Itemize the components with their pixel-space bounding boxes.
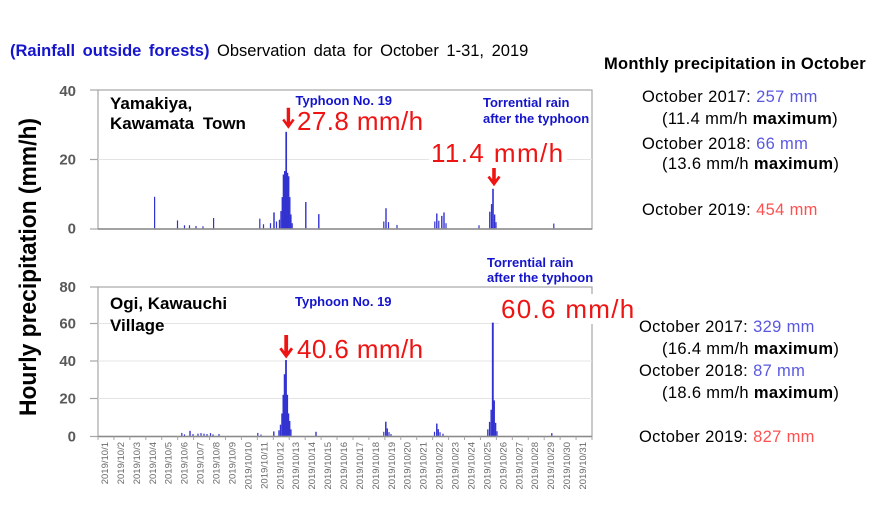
svg-text:2019/10/22: 2019/10/22 bbox=[435, 442, 446, 490]
svg-text:2019/10/12: 2019/10/12 bbox=[275, 442, 286, 490]
svg-text:2019/10/11: 2019/10/11 bbox=[259, 442, 270, 489]
svg-text:2019/10/9: 2019/10/9 bbox=[227, 442, 238, 484]
svg-text:2019/10/16: 2019/10/16 bbox=[339, 442, 350, 490]
svg-text:2019/10/1: 2019/10/1 bbox=[100, 442, 111, 484]
svg-text:2019/10/15: 2019/10/15 bbox=[323, 442, 334, 490]
svg-text:0: 0 bbox=[68, 429, 76, 446]
svg-text:2019/10/28: 2019/10/28 bbox=[530, 442, 541, 490]
svg-text:40: 40 bbox=[59, 83, 76, 100]
svg-text:2019/10/14: 2019/10/14 bbox=[307, 442, 318, 490]
svg-text:2019/10/5: 2019/10/5 bbox=[164, 442, 175, 484]
svg-text:40: 40 bbox=[59, 353, 76, 370]
svg-text:2019/10/4: 2019/10/4 bbox=[148, 442, 159, 484]
svg-text:2019/10/24: 2019/10/24 bbox=[466, 442, 477, 490]
svg-text:2019/10/17: 2019/10/17 bbox=[355, 442, 366, 490]
svg-text:2019/10/6: 2019/10/6 bbox=[180, 442, 191, 484]
svg-text:2019/10/21: 2019/10/21 bbox=[419, 442, 430, 490]
svg-text:2019/10/19: 2019/10/19 bbox=[387, 442, 398, 490]
svg-text:2019/10/2: 2019/10/2 bbox=[116, 442, 127, 484]
svg-text:2019/10/13: 2019/10/13 bbox=[291, 442, 302, 490]
svg-text:2019/10/18: 2019/10/18 bbox=[371, 442, 382, 490]
svg-text:2019/10/23: 2019/10/23 bbox=[451, 442, 462, 490]
svg-text:80: 80 bbox=[59, 279, 76, 296]
svg-text:2019/10/8: 2019/10/8 bbox=[212, 442, 223, 484]
svg-text:0: 0 bbox=[68, 221, 76, 238]
svg-text:2019/10/26: 2019/10/26 bbox=[498, 442, 509, 490]
svg-text:60: 60 bbox=[59, 316, 76, 333]
svg-text:2019/10/10: 2019/10/10 bbox=[243, 442, 254, 490]
svg-text:2019/10/27: 2019/10/27 bbox=[514, 442, 525, 490]
svg-text:2019/10/31: 2019/10/31 bbox=[578, 442, 589, 490]
svg-text:2019/10/3: 2019/10/3 bbox=[132, 442, 143, 484]
svg-text:2019/10/20: 2019/10/20 bbox=[403, 442, 414, 490]
svg-text:20: 20 bbox=[59, 152, 76, 169]
svg-text:20: 20 bbox=[59, 391, 76, 408]
svg-text:2019/10/7: 2019/10/7 bbox=[196, 442, 207, 484]
svg-text:2019/10/30: 2019/10/30 bbox=[562, 442, 573, 490]
svg-text:2019/10/25: 2019/10/25 bbox=[482, 442, 493, 490]
svg-text:Hourly precipitation (mm/h): Hourly precipitation (mm/h) bbox=[15, 118, 42, 416]
svg-text:2019/10/29: 2019/10/29 bbox=[546, 442, 557, 490]
